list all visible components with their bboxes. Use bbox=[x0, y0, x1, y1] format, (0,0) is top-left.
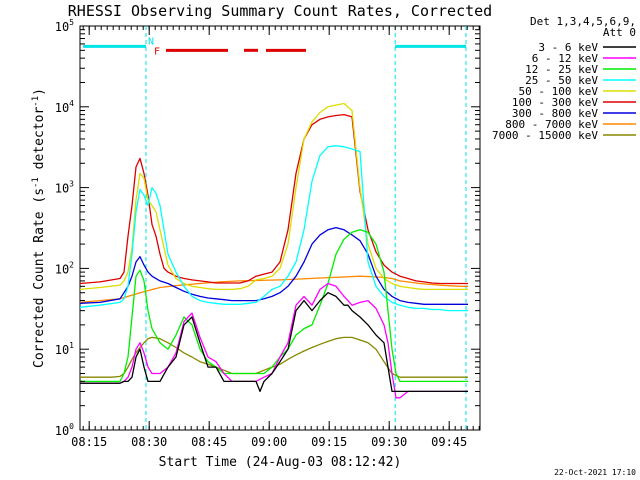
y-tick-label: 105 bbox=[55, 18, 74, 34]
x-tick-label: 09:15 bbox=[311, 435, 347, 449]
series-line bbox=[80, 292, 468, 393]
x-tick-label: 08:15 bbox=[71, 435, 107, 449]
series-line bbox=[79, 113, 468, 285]
x-tick-label: 09:45 bbox=[431, 435, 467, 449]
y-axis-label: Corrected Count Rate (s-1 detector-1) bbox=[31, 88, 47, 368]
x-axis-label: Start Time (24-Aug-03 08:12:42) bbox=[159, 455, 402, 470]
series-line bbox=[80, 282, 468, 399]
y-tick-label: 103 bbox=[55, 180, 74, 196]
legend-entry-label: 6 - 12 keV bbox=[532, 52, 599, 65]
flare-label: F bbox=[154, 46, 160, 57]
series-line bbox=[79, 226, 468, 305]
series-line bbox=[79, 102, 468, 291]
legend-entry-label: 300 - 800 keV bbox=[512, 107, 598, 120]
x-tick-label: 09:00 bbox=[251, 435, 287, 449]
legend-entry-label: 12 - 25 keV bbox=[525, 63, 598, 76]
x-tick-label: 08:30 bbox=[131, 435, 167, 449]
legend-entry-label: 100 - 300 keV bbox=[512, 96, 598, 109]
series-line bbox=[80, 229, 468, 383]
y-tick-label: 104 bbox=[55, 99, 74, 115]
y-tick-label: 101 bbox=[55, 341, 74, 357]
legend-header: Det 1,3,4,5,6,9, bbox=[530, 15, 636, 28]
plot-frame bbox=[79, 25, 481, 431]
legend-entry-label: 25 - 50 keV bbox=[525, 74, 598, 87]
y-tick-label: 100 bbox=[55, 422, 74, 438]
y-tick-label: 102 bbox=[55, 260, 74, 276]
legend-entry-label: 50 - 100 keV bbox=[519, 85, 599, 98]
x-tick-label: 08:45 bbox=[191, 435, 227, 449]
night-label: N bbox=[148, 36, 154, 47]
series-line bbox=[79, 145, 468, 312]
chart-title: RHESSI Observing Summary Count Rates, Co… bbox=[68, 2, 492, 20]
footer-date: 22-Oct-2021 17:10 bbox=[554, 468, 636, 477]
legend-entry-label: 7000 - 15000 keV bbox=[492, 129, 598, 142]
x-tick-label: 09:30 bbox=[371, 435, 407, 449]
legend-header: Att 0 bbox=[603, 26, 636, 39]
legend-entry-label: 800 - 7000 keV bbox=[505, 118, 598, 131]
series-line bbox=[79, 275, 468, 304]
legend-entry-label: 3 - 6 keV bbox=[538, 41, 598, 54]
